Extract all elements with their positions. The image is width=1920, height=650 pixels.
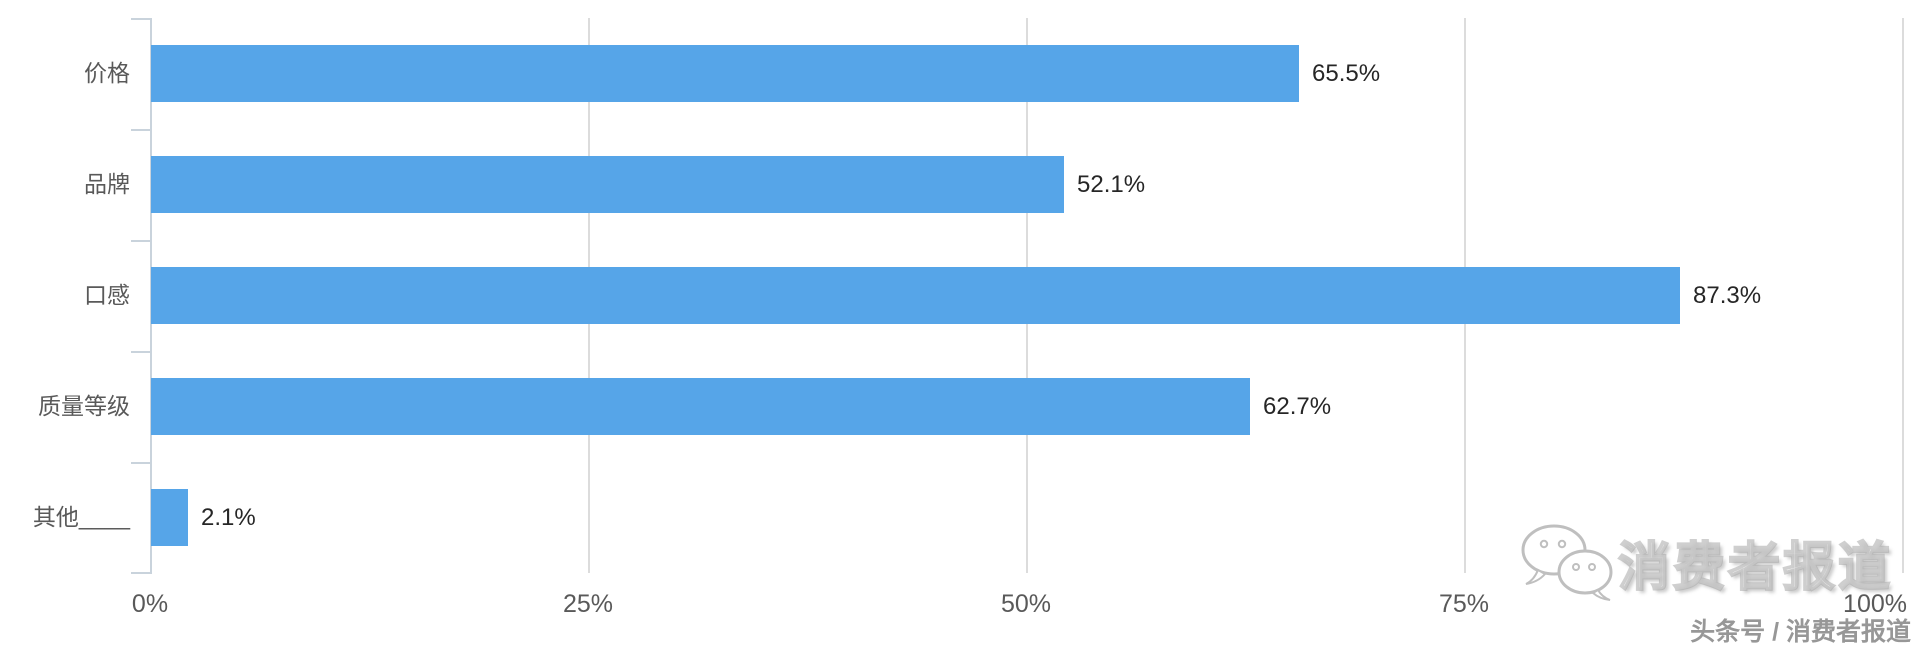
x-tick-label: 50%: [1000, 590, 1052, 618]
value-label: 65.5%: [1312, 60, 1381, 87]
watermark: 消费者报道 头条号 / 消费者报道: [1518, 520, 1920, 650]
category-label: 质量等级: [38, 393, 130, 419]
gridline-100%: [1902, 18, 1904, 573]
x-tick-label: 0%: [131, 590, 169, 618]
category-label: 品牌: [84, 171, 130, 197]
wechat-icon: [1521, 524, 1613, 601]
bar-口感: [151, 267, 1680, 324]
y-axis-tick: [131, 351, 151, 353]
x-tick-label: 75%: [1438, 590, 1490, 618]
y-axis-tick: [131, 462, 151, 464]
category-label: 口感: [84, 282, 130, 308]
value-label: 52.1%: [1077, 171, 1146, 198]
y-axis-tick: [131, 18, 151, 20]
value-label: 62.7%: [1263, 393, 1332, 420]
watermark-row: 消费者报道: [1518, 522, 1893, 602]
x-tick-label: 25%: [562, 590, 614, 618]
bar-其他____: [151, 489, 188, 546]
x-tick-label: 100%: [1843, 590, 1907, 618]
value-label: 2.1%: [201, 504, 256, 531]
watermark-brand-text: 消费者报道: [1617, 538, 1894, 598]
y-axis-tick: [131, 240, 151, 242]
bar-质量等级: [151, 378, 1250, 435]
y-axis-tick: [131, 129, 151, 131]
category-label: 其他____: [32, 504, 130, 530]
y-axis-tick: [131, 572, 151, 574]
bar-品牌: [151, 156, 1064, 213]
bar-价格: [151, 45, 1299, 102]
category-label: 价格: [84, 60, 130, 86]
value-label: 87.3%: [1693, 282, 1762, 309]
